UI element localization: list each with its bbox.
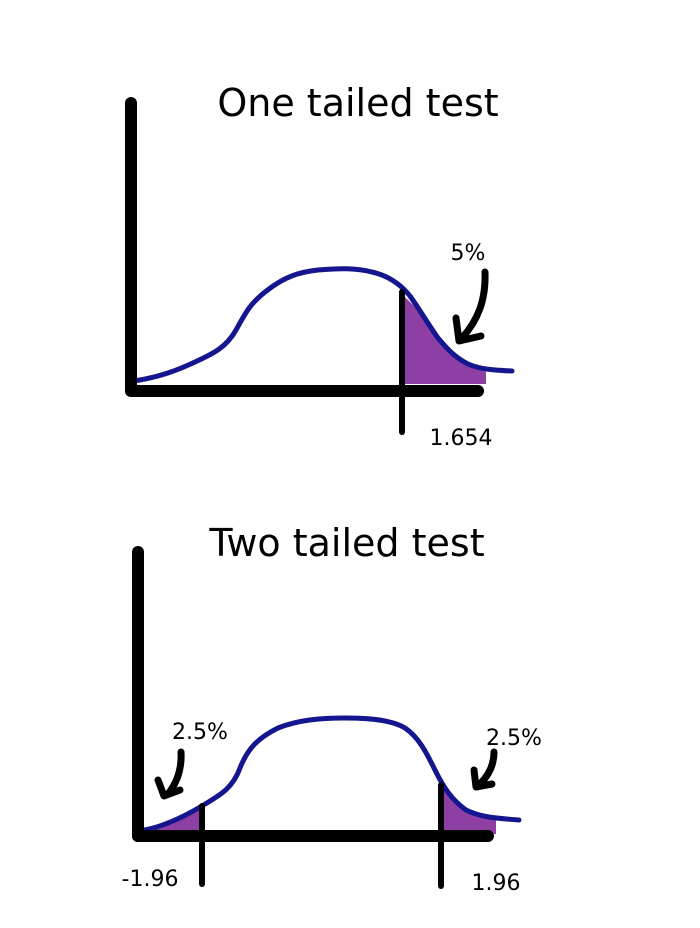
two-tailed-diagram: Two tailed test 2.5% 2.5% -1.96 1.96 [122, 521, 542, 896]
two-tailed-right-critical-value: 1.96 [472, 871, 521, 896]
two-tailed-left-arrow-icon [154, 748, 185, 800]
two-tailed-right-percent-label: 2.5% [486, 726, 542, 751]
two-tailed-left-critical-value: -1.96 [122, 867, 179, 892]
two-tailed-left-rejection-region [145, 806, 202, 834]
two-tailed-curve [142, 715, 522, 833]
one-tailed-diagram: One tailed test 5% 1.654 [125, 81, 515, 451]
one-tailed-percent-label: 5% [451, 241, 486, 266]
one-tailed-arrow-icon [452, 268, 489, 345]
two-tailed-title: Two tailed test [208, 521, 484, 565]
two-tailed-right-arrow-icon [470, 748, 498, 791]
one-tailed-curve [131, 266, 515, 384]
one-tailed-rejection-region [402, 292, 486, 384]
one-tailed-title: One tailed test [217, 81, 498, 125]
two-tailed-right-rejection-region [441, 785, 496, 834]
one-tailed-critical-value: 1.654 [430, 426, 493, 451]
two-tailed-left-percent-label: 2.5% [172, 720, 228, 745]
